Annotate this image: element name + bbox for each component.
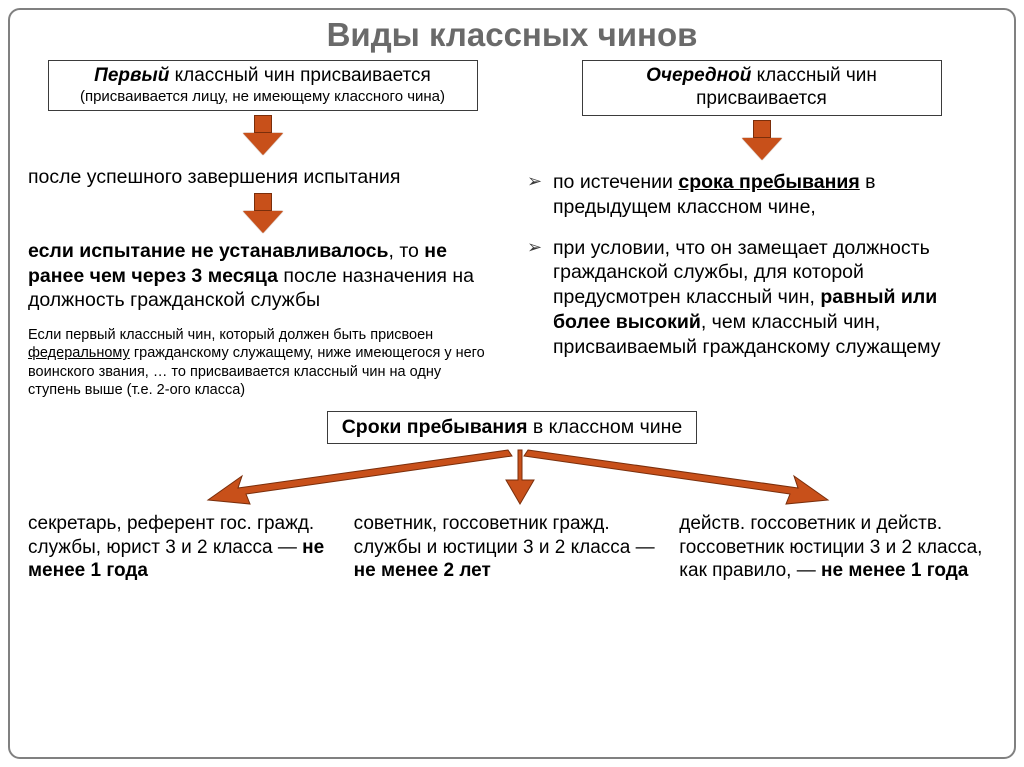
left-box-bold: Первый [94, 65, 169, 86]
bullet-2: при условии, что он замещает должность г… [527, 236, 996, 361]
bottom-row: секретарь, референт гос. гражд. службы, … [28, 512, 996, 583]
tri-arrows [28, 444, 996, 512]
two-columns: Первый классный чин присваивается (присв… [28, 60, 996, 399]
left-header-box: Первый классный чин присваивается (присв… [48, 60, 478, 111]
left-note: Если первый классный чин, который должен… [28, 326, 497, 399]
arrow-down-icon [527, 120, 996, 164]
tri-arrow-svg [28, 444, 1008, 512]
bottom-col-2: советник, госсоветник гражд. службы и юс… [354, 512, 656, 583]
left-column: Первый классный чин присваивается (присв… [28, 60, 497, 399]
bullet-1: по истечении срока пребывания в предыдущ… [527, 170, 996, 220]
left-step1: после успешного завершения испытания [28, 165, 497, 189]
bottom-col-3: действ. госсоветник и действ. госсоветни… [679, 512, 996, 583]
bottom-col-1: секретарь, референт гос. гражд. службы, … [28, 512, 330, 583]
left-box-sub: (присваивается лицу, не имеющему классно… [59, 88, 467, 106]
mid-box: Сроки пребывания в классном чине [327, 411, 698, 444]
right-header-box: Очередной классный чин присваивается [582, 60, 942, 116]
left-box-rest: классный чин присваивается [169, 65, 430, 86]
left-step2: если испытание не устанавливалось, то не… [28, 239, 497, 312]
left-step2-b1: если испытание не устанавливалось [28, 240, 388, 262]
slide-title: Виды классных чинов [28, 16, 996, 54]
slide-frame: Виды классных чинов Первый классный чин … [8, 8, 1016, 759]
right-box-bold: Очередной [646, 65, 751, 86]
right-bullets: по истечении срока пребывания в предыдущ… [527, 170, 996, 361]
arrow-down-icon [28, 115, 497, 159]
arrow-down-icon [28, 193, 497, 233]
right-column: Очередной классный чин присваивается по … [527, 60, 996, 399]
